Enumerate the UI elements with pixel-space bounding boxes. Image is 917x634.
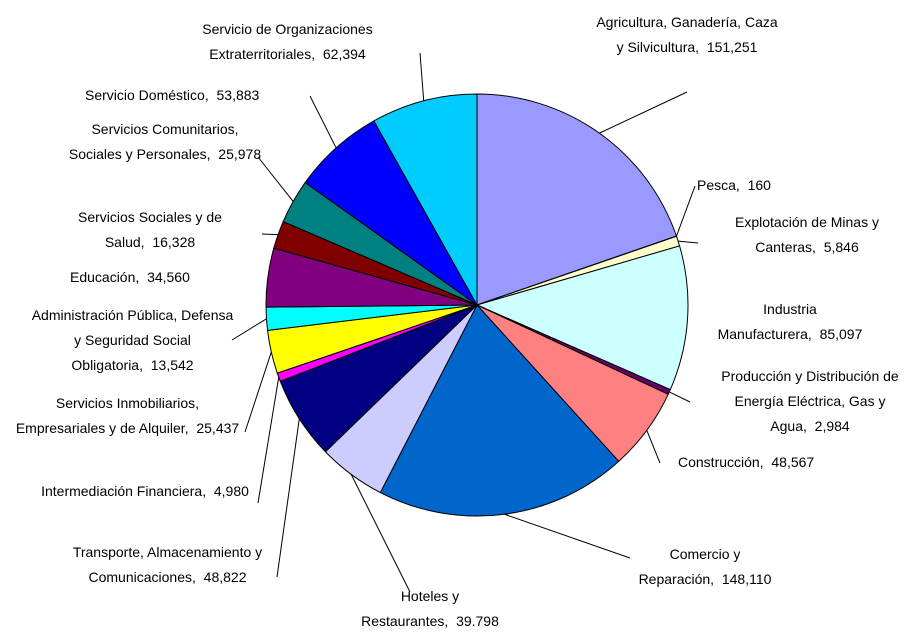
data-label: Explotación de Minas y Canteras5,846 [707, 210, 907, 260]
value-label: 16,328 [152, 234, 196, 250]
data-label: Hoteles y Restaurantes39.798 [330, 584, 530, 634]
leader-line [350, 474, 411, 593]
leader-line [504, 513, 631, 559]
leader-line [309, 95, 337, 149]
data-label: Construcción48,567 [678, 450, 814, 475]
leader-line [675, 185, 696, 237]
value-label: 25,978 [218, 146, 262, 162]
leader-line [257, 377, 280, 504]
value-label: 34,560 [147, 269, 190, 285]
data-label: Agricultura, Ganadería, Caza y Silvicult… [592, 10, 782, 60]
data-label: Administración Pública, Defensa y Seguri… [30, 303, 235, 378]
data-label: Intermediación Financiera4,980 [30, 479, 260, 504]
pie-slice [373, 93, 478, 307]
category-label: Producción y Distribución de Energía Elé… [721, 368, 898, 434]
data-label: Educación34,560 [70, 265, 190, 290]
data-label: Producción y Distribución de Energía Elé… [710, 364, 910, 439]
value-label: 151,251 [706, 39, 758, 55]
value-label: 48,567 [771, 454, 815, 470]
value-label: 85,097 [819, 326, 863, 342]
data-label: Pesca160 [697, 173, 771, 198]
category-label: Administración Pública, Defensa y Seguri… [32, 307, 234, 373]
value-label: 39.798 [456, 613, 499, 629]
value-label: 160 [747, 177, 771, 193]
value-label: 2,984 [814, 418, 850, 434]
data-label: Servicio de Organizaciones Extraterritor… [170, 17, 405, 67]
leader-line [419, 52, 425, 101]
leader-line [257, 156, 294, 202]
category-label: Servicios Sociales y de Salud [78, 209, 222, 250]
value-label: 25,437 [196, 420, 240, 436]
category-label: Hoteles y Restaurantes [361, 588, 459, 629]
leader-line [669, 391, 691, 403]
value-label: 53,883 [216, 87, 260, 103]
category-label: Pesca [697, 177, 748, 193]
value-label: 13,542 [150, 357, 194, 373]
leader-line [678, 240, 699, 244]
category-label: Intermediación Financiera [41, 483, 214, 499]
value-label: 48,822 [203, 569, 247, 585]
leader-line [599, 91, 688, 134]
value-label: 62,394 [322, 46, 366, 62]
value-label: 4,980 [213, 483, 249, 499]
data-label: Comercio y Reparación148,110 [620, 542, 790, 592]
data-label: Transporte, Almacenamiento y Comunicacio… [60, 540, 275, 590]
category-label: Servicios Comunitarios, Sociales y Perso… [69, 121, 239, 162]
leader-line [261, 233, 279, 236]
value-label: 148,110 [721, 571, 772, 587]
data-label: Servicios Inmobiliarios, Empresariales y… [10, 391, 245, 441]
pie-slice [475, 245, 689, 391]
pie-slice [476, 93, 678, 306]
leader-line [244, 351, 272, 433]
category-label: Educación [70, 269, 147, 285]
category-label: Industria Manufacturera [718, 301, 820, 342]
leader-line [646, 430, 661, 464]
leader-line [276, 418, 300, 578]
data-label: Servicios Sociales y de Salud16,328 [50, 205, 250, 255]
value-label: 5,846 [823, 239, 859, 255]
category-label: Servicios Inmobiliarios, Empresariales y… [16, 395, 199, 436]
category-label: Servicio Doméstico [85, 87, 217, 103]
data-label: Servicios Comunitarios, Sociales y Perso… [65, 117, 265, 167]
leader-line [231, 318, 267, 341]
category-label: Construcción [678, 454, 771, 470]
data-label: Servicio Doméstico53,883 [85, 83, 259, 108]
data-label: Industria Manufacturera85,097 [690, 297, 890, 347]
